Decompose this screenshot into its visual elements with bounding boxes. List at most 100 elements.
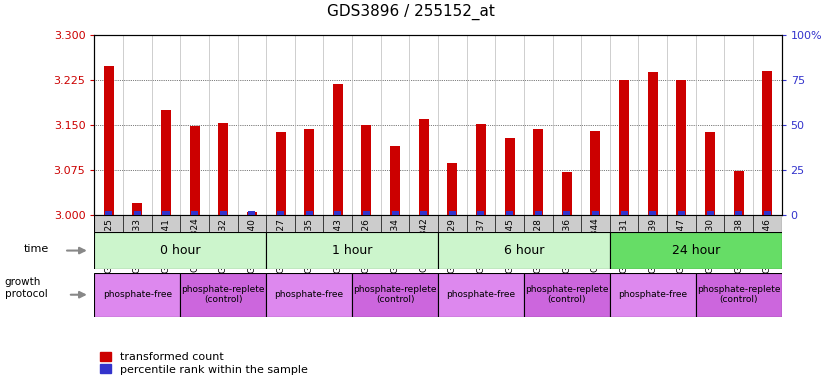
Text: growth
protocol: growth protocol — [5, 277, 48, 299]
Text: phosphate-replete
(control): phosphate-replete (control) — [181, 285, 265, 305]
Legend: transformed count, percentile rank within the sample: transformed count, percentile rank withi… — [100, 352, 308, 375]
Bar — [190, 126, 200, 215]
Bar — [649, 212, 656, 215]
Text: phosphate-replete
(control): phosphate-replete (control) — [697, 285, 781, 305]
Bar — [134, 212, 141, 215]
Text: 6 hour: 6 hour — [504, 244, 544, 257]
Text: GSM618332: GSM618332 — [218, 218, 227, 273]
Bar — [276, 132, 286, 215]
Bar — [534, 212, 542, 215]
Bar — [449, 212, 456, 215]
Bar — [677, 79, 686, 215]
Bar — [438, 273, 524, 317]
Bar — [505, 138, 515, 215]
Bar — [648, 73, 658, 215]
Bar — [352, 273, 438, 317]
Bar — [735, 212, 742, 215]
Bar — [476, 124, 486, 215]
Text: phosphate-replete
(control): phosphate-replete (control) — [353, 285, 437, 305]
Text: GSM618341: GSM618341 — [162, 218, 171, 273]
Bar — [94, 232, 266, 269]
Text: GSM618329: GSM618329 — [447, 218, 456, 273]
Text: phosphate-free: phosphate-free — [274, 290, 344, 299]
Bar — [266, 273, 352, 317]
Bar — [105, 212, 112, 215]
Text: 1 hour: 1 hour — [332, 244, 372, 257]
Text: GSM618340: GSM618340 — [247, 218, 256, 273]
Bar — [305, 212, 313, 215]
Bar — [361, 125, 371, 215]
Bar — [218, 123, 228, 215]
Bar — [562, 172, 572, 215]
Bar — [249, 212, 255, 215]
Bar — [592, 212, 599, 215]
Bar — [181, 273, 266, 317]
Text: GSM618346: GSM618346 — [763, 218, 772, 273]
Text: phosphate-free: phosphate-free — [618, 290, 687, 299]
Bar — [420, 212, 427, 215]
Bar — [334, 212, 342, 215]
Bar — [247, 212, 257, 215]
Text: GSM618327: GSM618327 — [276, 218, 285, 273]
Bar — [220, 212, 227, 215]
Bar — [764, 212, 771, 215]
Bar — [621, 212, 627, 215]
Bar — [438, 232, 610, 269]
Text: GSM618343: GSM618343 — [333, 218, 342, 273]
Text: GSM618328: GSM618328 — [534, 218, 543, 273]
Text: GSM618331: GSM618331 — [620, 218, 629, 273]
Bar — [619, 79, 629, 215]
Text: GSM618345: GSM618345 — [505, 218, 514, 273]
Bar — [304, 129, 314, 215]
Bar — [610, 273, 695, 317]
Bar — [695, 273, 782, 317]
Bar — [705, 132, 715, 215]
Bar — [103, 66, 114, 215]
Bar — [590, 131, 600, 215]
Text: GSM618325: GSM618325 — [104, 218, 113, 273]
Text: phosphate-free: phosphate-free — [447, 290, 516, 299]
Text: GSM618334: GSM618334 — [391, 218, 400, 273]
Text: GSM618344: GSM618344 — [591, 218, 600, 272]
Text: 24 hour: 24 hour — [672, 244, 720, 257]
Bar — [363, 212, 370, 215]
Text: 0 hour: 0 hour — [160, 244, 200, 257]
Text: GSM618336: GSM618336 — [562, 218, 571, 273]
Bar — [333, 84, 343, 215]
Bar — [506, 212, 513, 215]
Text: GSM618333: GSM618333 — [133, 218, 142, 273]
Bar — [419, 119, 429, 215]
Text: GSM618337: GSM618337 — [476, 218, 485, 273]
Bar — [132, 203, 142, 215]
Bar — [478, 212, 484, 215]
Bar — [163, 212, 169, 215]
Text: GSM618330: GSM618330 — [705, 218, 714, 273]
Bar — [610, 232, 782, 269]
Text: time: time — [24, 244, 49, 254]
Bar — [392, 212, 398, 215]
Bar — [161, 110, 171, 215]
Text: GSM618326: GSM618326 — [362, 218, 371, 273]
Bar — [734, 171, 744, 215]
Bar — [191, 212, 198, 215]
Bar — [266, 232, 438, 269]
Bar — [533, 129, 544, 215]
Bar — [94, 273, 181, 317]
Bar — [277, 212, 284, 215]
Text: phosphate-free: phosphate-free — [103, 290, 172, 299]
Text: GSM618338: GSM618338 — [734, 218, 743, 273]
Bar — [563, 212, 571, 215]
Bar — [678, 212, 685, 215]
Text: GSM618324: GSM618324 — [190, 218, 200, 272]
Bar — [447, 163, 457, 215]
Bar — [524, 273, 610, 317]
Text: GSM618339: GSM618339 — [649, 218, 658, 273]
Text: phosphate-replete
(control): phosphate-replete (control) — [525, 285, 608, 305]
Text: GDS3896 / 255152_at: GDS3896 / 255152_at — [327, 4, 494, 20]
Bar — [390, 146, 400, 215]
Text: GSM618347: GSM618347 — [677, 218, 686, 273]
Text: GSM618342: GSM618342 — [420, 218, 429, 272]
Bar — [762, 71, 773, 215]
Bar — [707, 212, 713, 215]
Text: GSM618335: GSM618335 — [305, 218, 314, 273]
